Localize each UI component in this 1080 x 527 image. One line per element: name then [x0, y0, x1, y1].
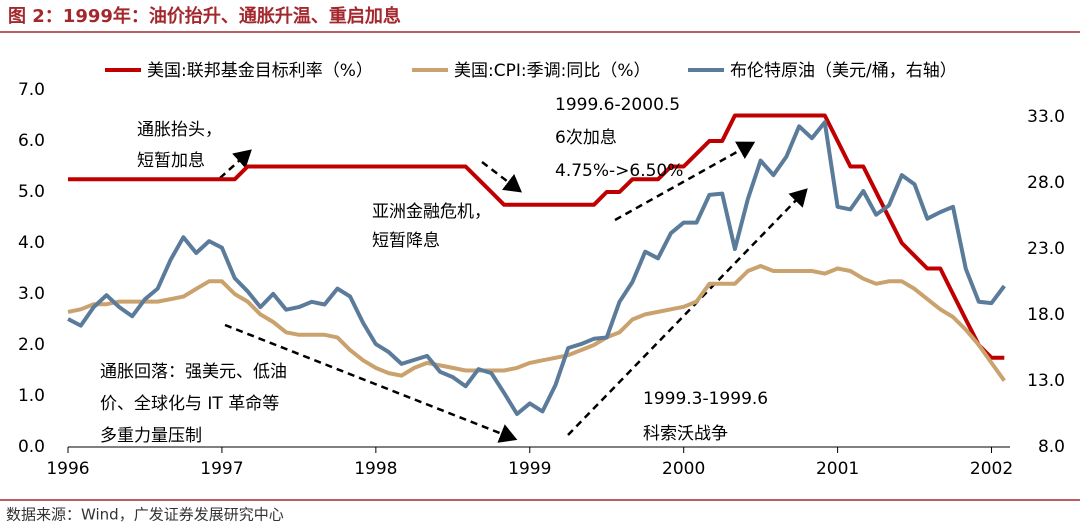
arrow	[481, 161, 522, 193]
series-line	[67, 120, 1006, 416]
y-tick-label: 2.0	[18, 335, 45, 355]
annotation: 4.75%->6.50%	[555, 161, 683, 181]
y-tick-label: 4.0	[18, 233, 45, 253]
y2-tick-label: 28.0	[1027, 173, 1065, 193]
x-tick-label: 1998	[354, 459, 397, 479]
y-tick-label: 5.0	[18, 182, 45, 202]
y-tick-label: 3.0	[18, 284, 45, 304]
x-tick-label: 1999	[508, 459, 551, 479]
annotation: 短暂降息	[372, 231, 440, 251]
y2-tick-label: 18.0	[1027, 305, 1065, 325]
source-note: 数据来源：Wind，广发证券发展研究中心	[6, 506, 284, 524]
arrow	[224, 323, 518, 443]
annotation: 1999.3-1999.6	[643, 389, 768, 409]
annotation: 6次加息	[555, 128, 617, 148]
x-tick-label: 1997	[200, 459, 243, 479]
annotation: 亚洲金融危机，	[372, 202, 491, 222]
y2-tick-label: 33.0	[1027, 107, 1065, 127]
series-line	[67, 264, 1006, 382]
annotation: 科索沃战争	[643, 424, 728, 444]
legend-label: 美国:CPI:季调:同比（%）	[454, 61, 650, 81]
y-tick-label: 6.0	[18, 131, 45, 151]
y-tick-label: 7.0	[18, 80, 45, 100]
x-tick-label: 2002	[970, 459, 1013, 479]
annotation: 短暂加息	[137, 151, 205, 171]
annotation: 通胀抬头，	[137, 120, 222, 140]
y-tick-label: 1.0	[18, 386, 45, 406]
annotation: 通胀回落：强美元、低油	[100, 362, 287, 382]
y2-tick-label: 13.0	[1027, 371, 1065, 391]
x-tick-label: 1996	[46, 459, 89, 479]
annotation: 价、全球化与 IT 革命等	[100, 394, 279, 414]
annotation: 1999.6-2000.5	[555, 95, 680, 115]
legend-label: 布伦特原油（美元/桶，右轴）	[730, 61, 957, 81]
y-tick-label: 0.0	[18, 437, 45, 457]
chart-title: 图 2：1999年：油价抬升、通胀升温、重启加息	[8, 5, 401, 27]
arrows	[219, 141, 808, 443]
annotation: 多重力量压制	[100, 426, 202, 446]
x-tick-label: 2001	[816, 459, 859, 479]
arrow	[567, 188, 808, 436]
series-line	[68, 113, 1005, 360]
x-tick-label: 2000	[662, 459, 705, 479]
arrow	[219, 149, 252, 179]
arrow	[614, 141, 756, 222]
y2-tick-label: 8.0	[1038, 437, 1065, 457]
y2-tick-label: 23.0	[1027, 239, 1065, 259]
legend-label: 美国:联邦基金目标利率（%）	[147, 61, 373, 81]
